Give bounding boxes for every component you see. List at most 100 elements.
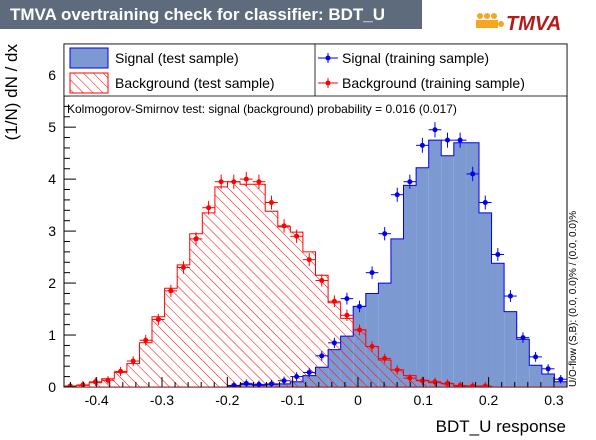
signal-training-point	[428, 122, 442, 138]
background-training-point	[340, 309, 354, 321]
signal-test-bar	[428, 140, 442, 387]
x-tick-label: -0.1	[281, 392, 305, 408]
signal-test-bar	[403, 185, 417, 387]
background-test-histogram	[64, 181, 567, 387]
background-training-point	[177, 261, 190, 274]
legend-label-background-test: Background (test sample)	[115, 75, 275, 91]
background-training-point	[227, 174, 241, 189]
signal-test-bar	[504, 311, 517, 387]
signal-training-point	[416, 137, 429, 153]
y-tick-label: 0	[48, 379, 56, 395]
y-tick-label: 6	[48, 67, 56, 83]
background-test-bar	[378, 359, 391, 387]
y-tick-label: 2	[48, 275, 56, 291]
tmva-logo-text: TMVA	[506, 13, 561, 35]
legend-marker-background-training	[325, 80, 331, 86]
background-test-bar	[177, 264, 190, 387]
background-training-point	[126, 356, 140, 366]
background-test-bar	[340, 318, 354, 387]
signal-training-point	[252, 380, 266, 387]
y-axis-title: (1/N) dN / dx	[2, 44, 21, 141]
tmva-logo: TMVA	[476, 13, 561, 35]
background-test-bar	[353, 329, 366, 387]
signal-test-bar	[529, 365, 542, 387]
signal-training-point	[504, 290, 517, 302]
signal-training-point	[403, 174, 417, 189]
y-tick-label: 5	[48, 119, 56, 135]
background-test-bar	[214, 186, 228, 387]
x-tick-label: 0.2	[479, 392, 499, 408]
signal-test-bar	[491, 263, 505, 387]
background-training-point	[365, 341, 379, 352]
signal-training-point	[328, 337, 341, 349]
signal-test-bar	[541, 374, 555, 387]
signal-test-bar	[390, 238, 404, 387]
background-training-point	[114, 366, 127, 376]
chart-title: TMVA overtraining check for classifier: …	[0, 0, 422, 29]
overflow-annotation: U/O-flow (S,B): (0.0, 0.0)% / (0.0, 0.0)…	[568, 211, 579, 387]
axes: -0.4 -0.3 -0.2 -0.1 0 0.1 0.2 0.3 0 1 2 3 4 5 6	[48, 53, 568, 408]
background-training-point	[478, 382, 492, 387]
x-tick-label: 0.3	[544, 392, 564, 408]
background-test-bar	[252, 184, 266, 387]
background-training-point	[277, 219, 291, 233]
signal-training-point	[378, 227, 391, 241]
background-test-bar	[277, 226, 291, 387]
signal-training-point	[529, 351, 542, 362]
background-test-bar	[189, 233, 203, 387]
x-tick-label: -0.3	[150, 392, 174, 408]
legend-label-background-training: Background (training sample)	[342, 75, 525, 91]
background-test-bar	[302, 251, 316, 387]
signal-training-point	[302, 367, 316, 377]
background-test-bar	[315, 275, 329, 387]
signal-training-point	[240, 379, 253, 387]
signal-training-point	[265, 379, 278, 387]
background-training-point	[353, 324, 366, 336]
signal-training-point	[541, 364, 555, 374]
background-training-point	[328, 295, 341, 308]
legend-label-signal-test: Signal (test sample)	[115, 50, 239, 66]
background-training-point	[152, 313, 165, 326]
background-training-point	[101, 376, 115, 385]
background-training-point	[214, 174, 228, 189]
background-test-bar	[227, 181, 241, 387]
legend-label-signal-training: Signal (training sample)	[342, 50, 489, 66]
background-training-point	[453, 381, 467, 387]
legend: Signal (test sample) Background (test sa…	[63, 43, 568, 97]
x-tick-label: 0.1	[414, 392, 434, 408]
background-test-bar	[126, 363, 140, 387]
signal-test-bar	[516, 339, 530, 387]
signal-training-point	[453, 132, 467, 148]
background-test-bar	[240, 184, 253, 387]
signal-training-point	[353, 300, 366, 313]
signal-test-bar	[478, 212, 492, 387]
background-training-point	[164, 284, 178, 297]
legend-swatch-background-test	[69, 72, 109, 94]
background-training-point	[76, 381, 90, 387]
legend-marker-signal-training	[325, 55, 331, 61]
legend-box	[63, 43, 568, 97]
background-training-point	[139, 334, 153, 346]
tmva-logo-icon	[476, 13, 504, 28]
background-test-bar	[139, 342, 153, 387]
background-test-bar	[365, 346, 379, 387]
background-test-bar	[290, 232, 303, 387]
signal-training-point	[277, 376, 291, 385]
signal-training-point	[491, 248, 505, 261]
signal-training-point	[290, 372, 303, 381]
y-tick-label: 3	[48, 223, 56, 239]
signal-training-point	[365, 266, 379, 279]
signal-test-bar	[453, 142, 467, 387]
signal-training-point	[390, 187, 404, 202]
x-tick-label: -0.4	[85, 392, 109, 408]
background-training-point	[189, 232, 203, 246]
signal-test-bar	[416, 167, 429, 387]
background-test-bar	[390, 369, 404, 387]
signal-test-bar	[441, 155, 454, 387]
background-training-point	[265, 195, 278, 210]
background-training-point	[378, 353, 391, 364]
background-training-point	[252, 174, 266, 189]
signal-training-point	[227, 381, 241, 387]
background-test-bar	[152, 316, 165, 387]
background-training-point	[302, 253, 316, 267]
